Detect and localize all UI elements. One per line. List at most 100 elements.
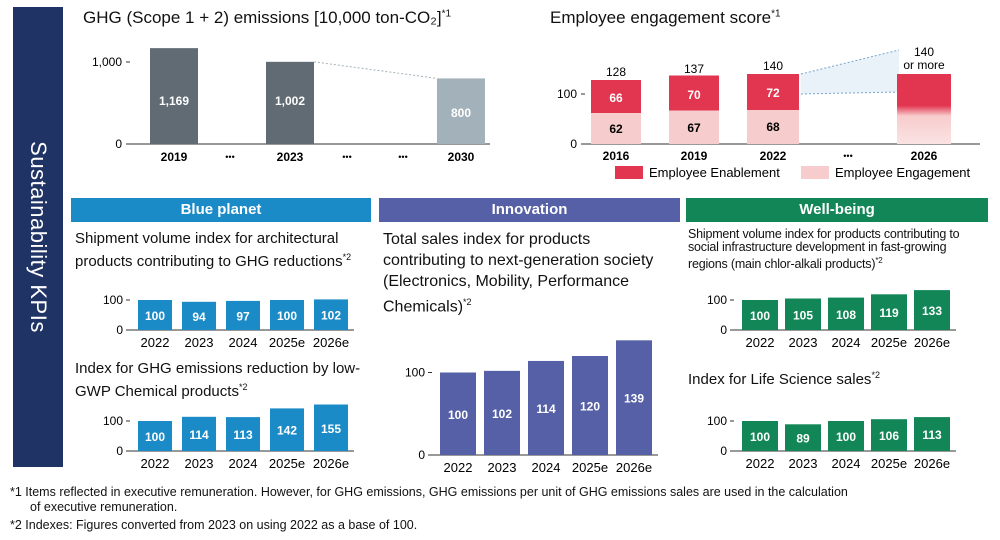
wb1-bar-2025e — [871, 294, 907, 330]
bp2-xlabel-2022: 2022 — [141, 456, 170, 471]
footnote-1: *1 Items reflected in executive remunera… — [10, 485, 848, 499]
band-blue-planet: Blue planet — [71, 198, 371, 222]
ghg-bar-2019 — [150, 48, 198, 144]
bp1-xlabel-2026e: 2026e — [313, 335, 349, 350]
sidebar-title: Sustainability KPIs — [26, 141, 51, 333]
wb2-bar-2025e — [871, 419, 907, 451]
eng-target-label: or more — [903, 58, 945, 72]
band-wellbeing: Well-being — [686, 198, 988, 222]
bp2-value-2026e: 155 — [321, 422, 341, 436]
bp2-xlabel-2025e: 2025e — [269, 456, 305, 471]
ghg-xlabel-2019: 2019 — [161, 150, 188, 164]
bp2-bar-2025e — [270, 408, 304, 451]
ghg-bar-2030 — [437, 78, 485, 144]
ghg-chart: 1,000 0 1,169 1,002 800 2019 2023 2030 •… — [92, 48, 490, 164]
inn-ytick-0: 0 — [418, 448, 425, 462]
eng-enablement-bar-2022 — [747, 74, 799, 110]
eng-engagement-value-2016: 62 — [609, 122, 623, 136]
inn-value-2023: 102 — [492, 407, 512, 421]
bp2-ytick-100: 100 — [103, 414, 123, 428]
wb2-ytick-100: 100 — [707, 414, 727, 428]
legend-swatch-enablement — [615, 166, 643, 179]
bp2-xlabel-2026e: 2026e — [313, 456, 349, 471]
wb1-title: Shipment volume index for products contr… — [688, 227, 960, 272]
bp2-bar-2023 — [182, 416, 216, 451]
inn-value-2026e: 139 — [624, 392, 644, 406]
inn-title: Total sales index for products contribut… — [383, 231, 654, 316]
wb1-bar-2026e — [914, 290, 950, 330]
wb2-xlabel-2023: 2023 — [789, 456, 818, 471]
eng-xlabel-2022: 2022 — [760, 149, 787, 163]
wb1-value-2025e: 119 — [879, 306, 899, 320]
bp1-ytick-0: 0 — [116, 323, 123, 337]
wb1-xlabel-2023: 2023 — [789, 335, 818, 350]
inn-bar-2026e — [616, 340, 652, 455]
ghg-title: GHG (Scope 1 + 2) emissions [10,000 ton-… — [83, 8, 452, 27]
eng-xlabel-2016: 2016 — [603, 149, 630, 163]
wb2-bar-2024 — [828, 421, 864, 451]
eng-total-2016: 128 — [606, 65, 626, 79]
eng-engagement-bar-2019 — [669, 110, 719, 144]
inn-bar-2022 — [440, 372, 476, 455]
inn-xlabel-2024: 2024 — [532, 460, 561, 475]
bp1-bar-2026e — [314, 299, 348, 330]
engagement-chart: 100 0 66 70 72 62 67 68 128 137 140 140 … — [557, 45, 980, 180]
ghg-ellipsis: ••• — [342, 152, 351, 162]
bp1-bar-2025e — [270, 300, 304, 330]
eng-xlabel-2019: 2019 — [681, 149, 708, 163]
wb1-value-2024: 108 — [836, 308, 856, 322]
bp2-value-2022: 100 — [145, 430, 165, 444]
wb2-value-2026e: 113 — [922, 428, 942, 442]
inn-bar-2025e — [572, 356, 608, 455]
inn-xlabel-2025e: 2025e — [572, 460, 608, 475]
eng-engagement-value-2022: 68 — [766, 120, 780, 134]
eng-engagement-bar-2016 — [591, 113, 641, 144]
bp1-value-2026e: 102 — [321, 309, 341, 323]
wb1-bar-2022 — [742, 300, 778, 330]
ghg-xlabel-2023: 2023 — [277, 150, 304, 164]
eng-enablement-value-2022: 72 — [766, 86, 780, 100]
eng-enablement-value-2019: 70 — [687, 88, 701, 102]
bp1-xlabel-2025e: 2025e — [269, 335, 305, 350]
eng-enablement-bar-2019 — [669, 75, 719, 111]
wb2-value-2022: 100 — [750, 430, 770, 444]
eng-ytick-100: 100 — [557, 87, 577, 101]
wb1-value-2022: 100 — [750, 309, 770, 323]
inn-ytick-100: 100 — [405, 366, 425, 380]
inn-bar-2024 — [528, 360, 564, 455]
bp1-bar-2022 — [138, 300, 172, 330]
ghg-xlabel-2030: 2030 — [448, 150, 475, 164]
bp2-xlabel-2024: 2024 — [229, 456, 258, 471]
bp2-bar-2024 — [226, 417, 260, 451]
wb2-xlabel-2024: 2024 — [832, 456, 861, 471]
ghg-value-2023: 1,002 — [275, 94, 305, 108]
bp1-value-2023: 94 — [192, 310, 206, 324]
wb1-xlabel-2026e: 2026e — [914, 335, 950, 350]
eng-enablement-bar-2016 — [591, 80, 641, 113]
inn-value-2022: 100 — [448, 408, 468, 422]
eng-ytick-0: 0 — [570, 137, 577, 151]
ghg-ellipsis: ••• — [225, 152, 234, 162]
eng-ellipsis: ••• — [843, 151, 852, 161]
wb2-bar-2026e — [914, 417, 950, 451]
eng-xlabel-2026: 2026 — [911, 149, 938, 163]
wb1-ytick-100: 100 — [707, 293, 727, 307]
bp1-xlabel-2024: 2024 — [229, 335, 258, 350]
eng-target-connector — [801, 50, 899, 94]
wb2-bar-2022 — [742, 421, 778, 451]
sidebar-band — [13, 7, 63, 467]
bp1-chart: 100 0 100 2022 94 2023 97 2024 100 2025e 102 2026e — [103, 293, 354, 350]
wb1-value-2023: 105 — [793, 308, 813, 322]
bp2-value-2024: 113 — [233, 428, 253, 442]
eng-engagement-value-2019: 67 — [687, 121, 701, 135]
bp2-value-2023: 114 — [189, 428, 209, 442]
ghg-ellipsis: ••• — [398, 152, 407, 162]
inn-bar-2023 — [484, 370, 520, 455]
wb2-xlabel-2022: 2022 — [746, 456, 775, 471]
footnote-2: *2 Indexes: Figures converted from 2023 … — [10, 518, 418, 532]
inn-value-2024: 114 — [536, 402, 556, 416]
wb1-chart: 100 0 100 2022 105 2023 108 2024 119 2025e 133 2026… — [707, 290, 956, 350]
eng-total-2022: 140 — [763, 59, 783, 73]
eng-enablement-value-2016: 66 — [609, 91, 623, 105]
bp1-value-2025e: 100 — [277, 309, 297, 323]
